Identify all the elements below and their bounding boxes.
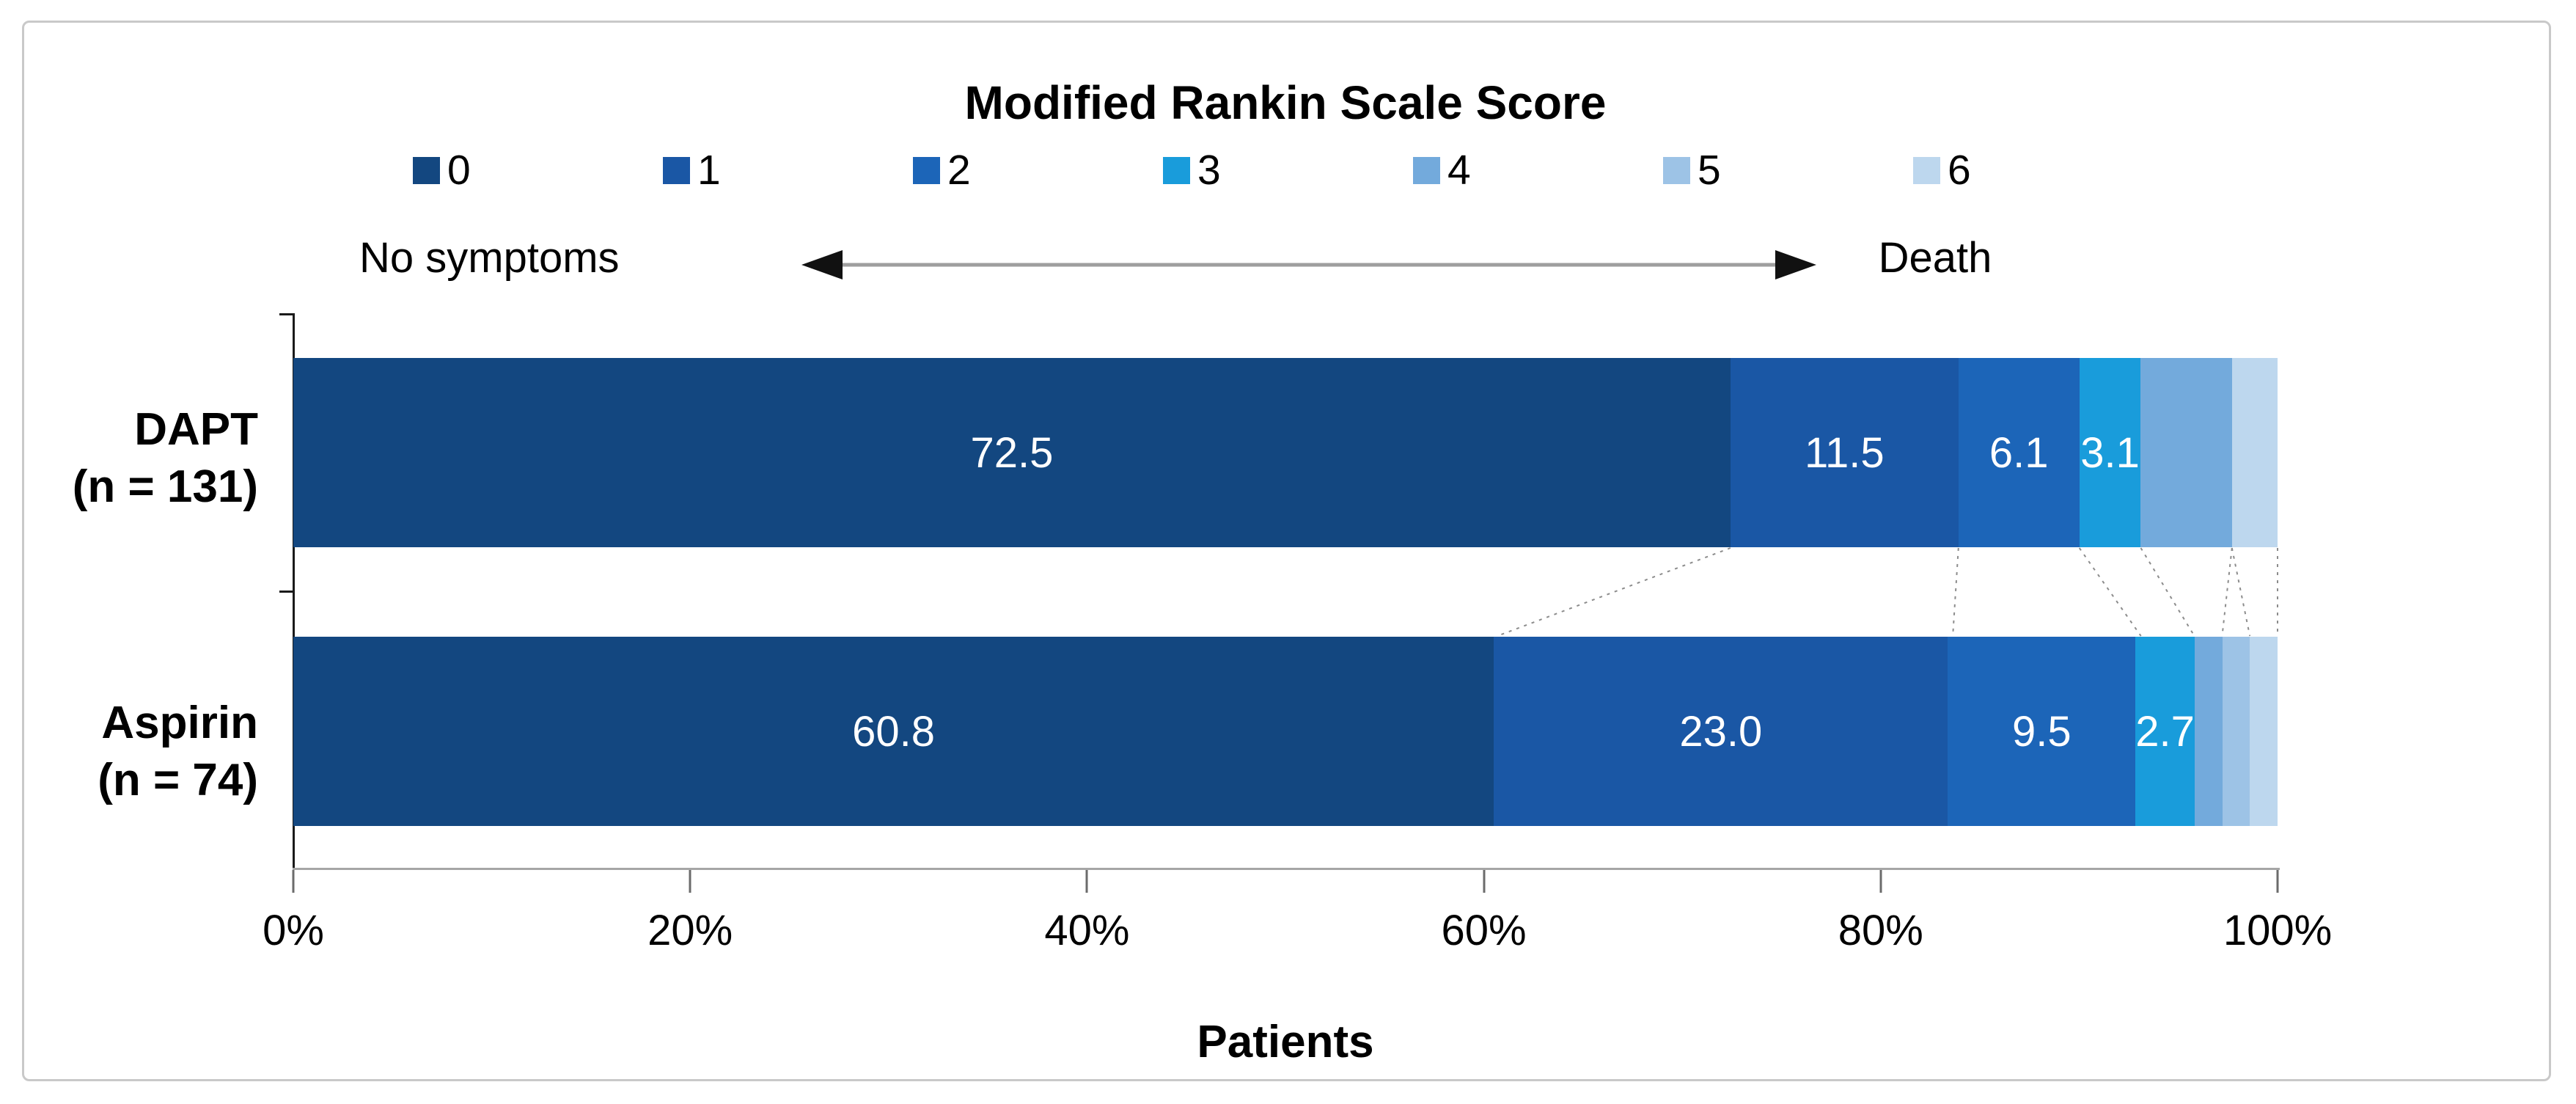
row-label-line: (n = 131) <box>72 461 258 512</box>
segment-mrs-0: 60.8 <box>293 637 1494 826</box>
legend-swatch-mrs-5 <box>1663 156 1690 184</box>
segment-value-label: 3.1 <box>2080 428 2140 477</box>
legend-item-mrs-2: 2 <box>913 147 1163 194</box>
x-tick-label: 40% <box>1044 907 1130 954</box>
legend-item-mrs-6: 6 <box>1913 147 2163 194</box>
x-tick-label: 80% <box>1838 907 1923 954</box>
connector-line <box>2140 547 2195 637</box>
legend-swatch-mrs-6 <box>1913 156 1940 184</box>
chart-title: Modified Rankin Scale Score <box>964 76 1607 129</box>
segment-mrs-2: 6.1 <box>1958 358 2080 547</box>
x-tick-label: 60% <box>1441 907 1527 954</box>
legend-label: 4 <box>1447 147 1471 194</box>
legend-swatch-mrs-2 <box>913 156 940 184</box>
segment-mrs-3: 3.1 <box>2079 358 2141 547</box>
x-axis-tick <box>689 870 691 893</box>
segment-mrs-4 <box>2194 637 2223 826</box>
legend-item-mrs-1: 1 <box>663 147 913 194</box>
x-axis-tick <box>292 870 295 893</box>
legend-item-mrs-0: 0 <box>413 147 663 194</box>
legend-label: 6 <box>1948 147 1971 194</box>
segment-mrs-6 <box>2231 358 2278 547</box>
segment-value-label: 72.5 <box>970 428 1054 477</box>
x-axis-title: Patients <box>1197 1017 1374 1067</box>
segment-mrs-0: 72.5 <box>293 358 1731 547</box>
bar-aspirin: 60.8 23.0 9.5 2.7 <box>293 637 2278 826</box>
legend-swatch-mrs-4 <box>1413 156 1440 184</box>
row-label-line: Aspirin <box>101 698 258 748</box>
segment-value-label: 2.7 <box>2135 707 2195 756</box>
row-label-line: (n = 74) <box>98 755 258 805</box>
y-axis-tick <box>279 313 293 315</box>
legend-label: 1 <box>697 147 721 194</box>
segment-mrs-3: 2.7 <box>2135 637 2195 826</box>
legend-item-mrs-3: 3 <box>1163 147 1413 194</box>
y-axis-tick <box>279 591 293 593</box>
figure-frame: Modified Rankin Scale Score 0 1 2 3 4 5 6 No s… <box>22 21 2551 1081</box>
connector-line <box>2231 547 2251 637</box>
severity-arrow-icon <box>801 250 1816 279</box>
connector-line <box>1952 547 1959 637</box>
connector-line <box>2221 547 2233 637</box>
segment-mrs-1: 11.5 <box>1730 358 1959 547</box>
segment-value-label: 23.0 <box>1679 707 1763 756</box>
legend-label: 2 <box>947 147 971 194</box>
no-symptoms-label: No symptoms <box>359 234 620 282</box>
segment-mrs-4 <box>2140 358 2232 547</box>
y-axis-line <box>293 313 295 870</box>
segment-mrs-2: 9.5 <box>1948 637 2136 826</box>
segment-value-label: 60.8 <box>852 707 936 756</box>
legend-swatch-mrs-0 <box>413 156 440 184</box>
x-axis-tick <box>1483 870 1486 893</box>
segment-mrs-6 <box>2250 637 2278 826</box>
x-tick-label: 100% <box>2223 907 2333 954</box>
bar-dapt: 72.5 11.5 6.1 3.1 <box>293 358 2278 547</box>
legend-label: 5 <box>1698 147 1721 194</box>
x-axis-tick <box>2276 870 2279 893</box>
legend: 0 1 2 3 4 5 6 <box>413 147 2163 194</box>
legend-swatch-mrs-1 <box>663 156 690 184</box>
row-label-dapt: DAPT (n = 131) <box>24 401 258 516</box>
connector-line <box>2078 547 2142 637</box>
connector-line <box>1497 547 1731 637</box>
row-label-line: DAPT <box>134 404 258 455</box>
legend-item-mrs-4: 4 <box>1413 147 1663 194</box>
x-axis-ticks: 0% 20% 40% 60% 80% 100% <box>263 868 2332 956</box>
segment-value-label: 6.1 <box>1989 428 2049 477</box>
x-tick-label: 20% <box>647 907 733 954</box>
x-tick-label: 0% <box>263 907 324 954</box>
death-label: Death <box>1878 234 1992 282</box>
segment-value-label: 9.5 <box>2012 707 2072 756</box>
segment-value-label: 11.5 <box>1805 428 1885 477</box>
segment-mrs-5 <box>2222 637 2250 826</box>
legend-label: 3 <box>1197 147 1221 194</box>
segment-mrs-1: 23.0 <box>1494 637 1948 826</box>
x-axis-line <box>293 868 2280 870</box>
legend-item-mrs-5: 5 <box>1663 147 1913 194</box>
row-label-aspirin: Aspirin (n = 74) <box>24 695 258 809</box>
legend-swatch-mrs-3 <box>1163 156 1190 184</box>
legend-label: 0 <box>447 147 471 194</box>
x-axis-tick <box>1085 870 1088 893</box>
x-axis-tick <box>1879 870 1882 893</box>
